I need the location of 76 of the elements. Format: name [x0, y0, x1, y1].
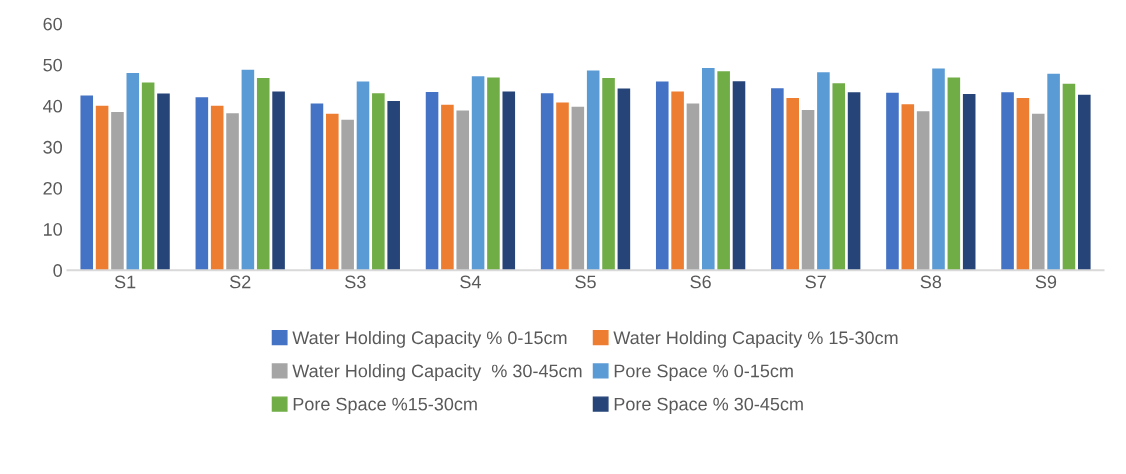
legend-label: Water Holding Capacity % 30-45cm	[292, 364, 582, 381]
bar	[962, 93, 976, 271]
bar	[341, 119, 354, 271]
y-tick-label: 60	[43, 17, 62, 31]
bar	[655, 81, 669, 271]
bar	[671, 91, 684, 271]
bar	[686, 103, 700, 271]
bar	[586, 70, 600, 271]
bar	[732, 81, 746, 271]
bar	[111, 112, 124, 271]
bar	[272, 91, 285, 271]
bar	[801, 109, 815, 271]
bar	[916, 111, 930, 271]
bar	[602, 77, 615, 271]
bar	[157, 93, 170, 271]
bar	[1016, 98, 1030, 271]
legend-label: Pore Space % 0-15cm	[614, 364, 793, 381]
x-tick-label: S3	[345, 275, 366, 289]
bar	[947, 77, 961, 271]
bar	[702, 68, 715, 271]
bar	[487, 77, 500, 271]
bar	[356, 81, 370, 271]
bar	[556, 102, 569, 271]
bar	[571, 106, 585, 271]
bar	[195, 97, 209, 271]
x-tick-label: S5	[575, 275, 596, 289]
x-tick-label: S1	[114, 275, 136, 289]
bar	[372, 93, 385, 271]
bar	[817, 72, 830, 271]
x-tick-label: S4	[460, 275, 481, 289]
bar	[95, 105, 109, 271]
bar	[901, 104, 915, 271]
bar	[326, 113, 339, 271]
bar	[441, 104, 454, 271]
legend-label: Pore Space %15-30cm	[293, 397, 477, 415]
x-tick-label: S8	[920, 275, 942, 289]
bar	[1078, 94, 1091, 271]
bar	[80, 95, 94, 271]
bar	[932, 68, 945, 271]
bar	[886, 92, 899, 271]
bar	[310, 103, 324, 271]
bar	[502, 91, 516, 271]
y-tick-label: 20	[43, 181, 62, 195]
bar	[540, 93, 554, 271]
legend-label: Pore Space % 30-45cm	[614, 397, 803, 415]
y-tick-label: 30	[43, 140, 62, 154]
x-tick-label: S2	[229, 275, 251, 289]
bar	[617, 88, 631, 271]
y-tick-label: 40	[43, 99, 62, 113]
x-tick-label: S9	[1035, 275, 1057, 289]
bar	[387, 100, 400, 271]
x-tick-label: S6	[690, 275, 711, 289]
legend-label: Water Holding Capacity % 15-30cm	[613, 330, 898, 348]
bar	[832, 83, 846, 271]
bar	[1062, 83, 1076, 271]
bar	[256, 77, 270, 271]
bar	[126, 73, 140, 271]
bar	[1001, 92, 1014, 271]
bar	[771, 88, 784, 271]
bar	[425, 91, 439, 271]
y-tick-label: 50	[43, 58, 62, 72]
bar	[456, 110, 470, 271]
bar	[141, 82, 155, 271]
bar	[847, 92, 861, 271]
y-tick-label: 10	[43, 223, 62, 236]
bar	[1047, 73, 1060, 271]
y-tick-label: 0	[53, 264, 62, 277]
x-tick-label: S7	[805, 275, 826, 289]
bar	[786, 98, 799, 271]
bar	[717, 71, 730, 271]
bar	[241, 69, 255, 271]
bar	[471, 76, 485, 271]
legend-label: Water Holding Capacity % 0-15cm	[292, 330, 567, 348]
bar	[210, 105, 224, 271]
bar	[1031, 113, 1045, 271]
bar	[226, 113, 239, 271]
